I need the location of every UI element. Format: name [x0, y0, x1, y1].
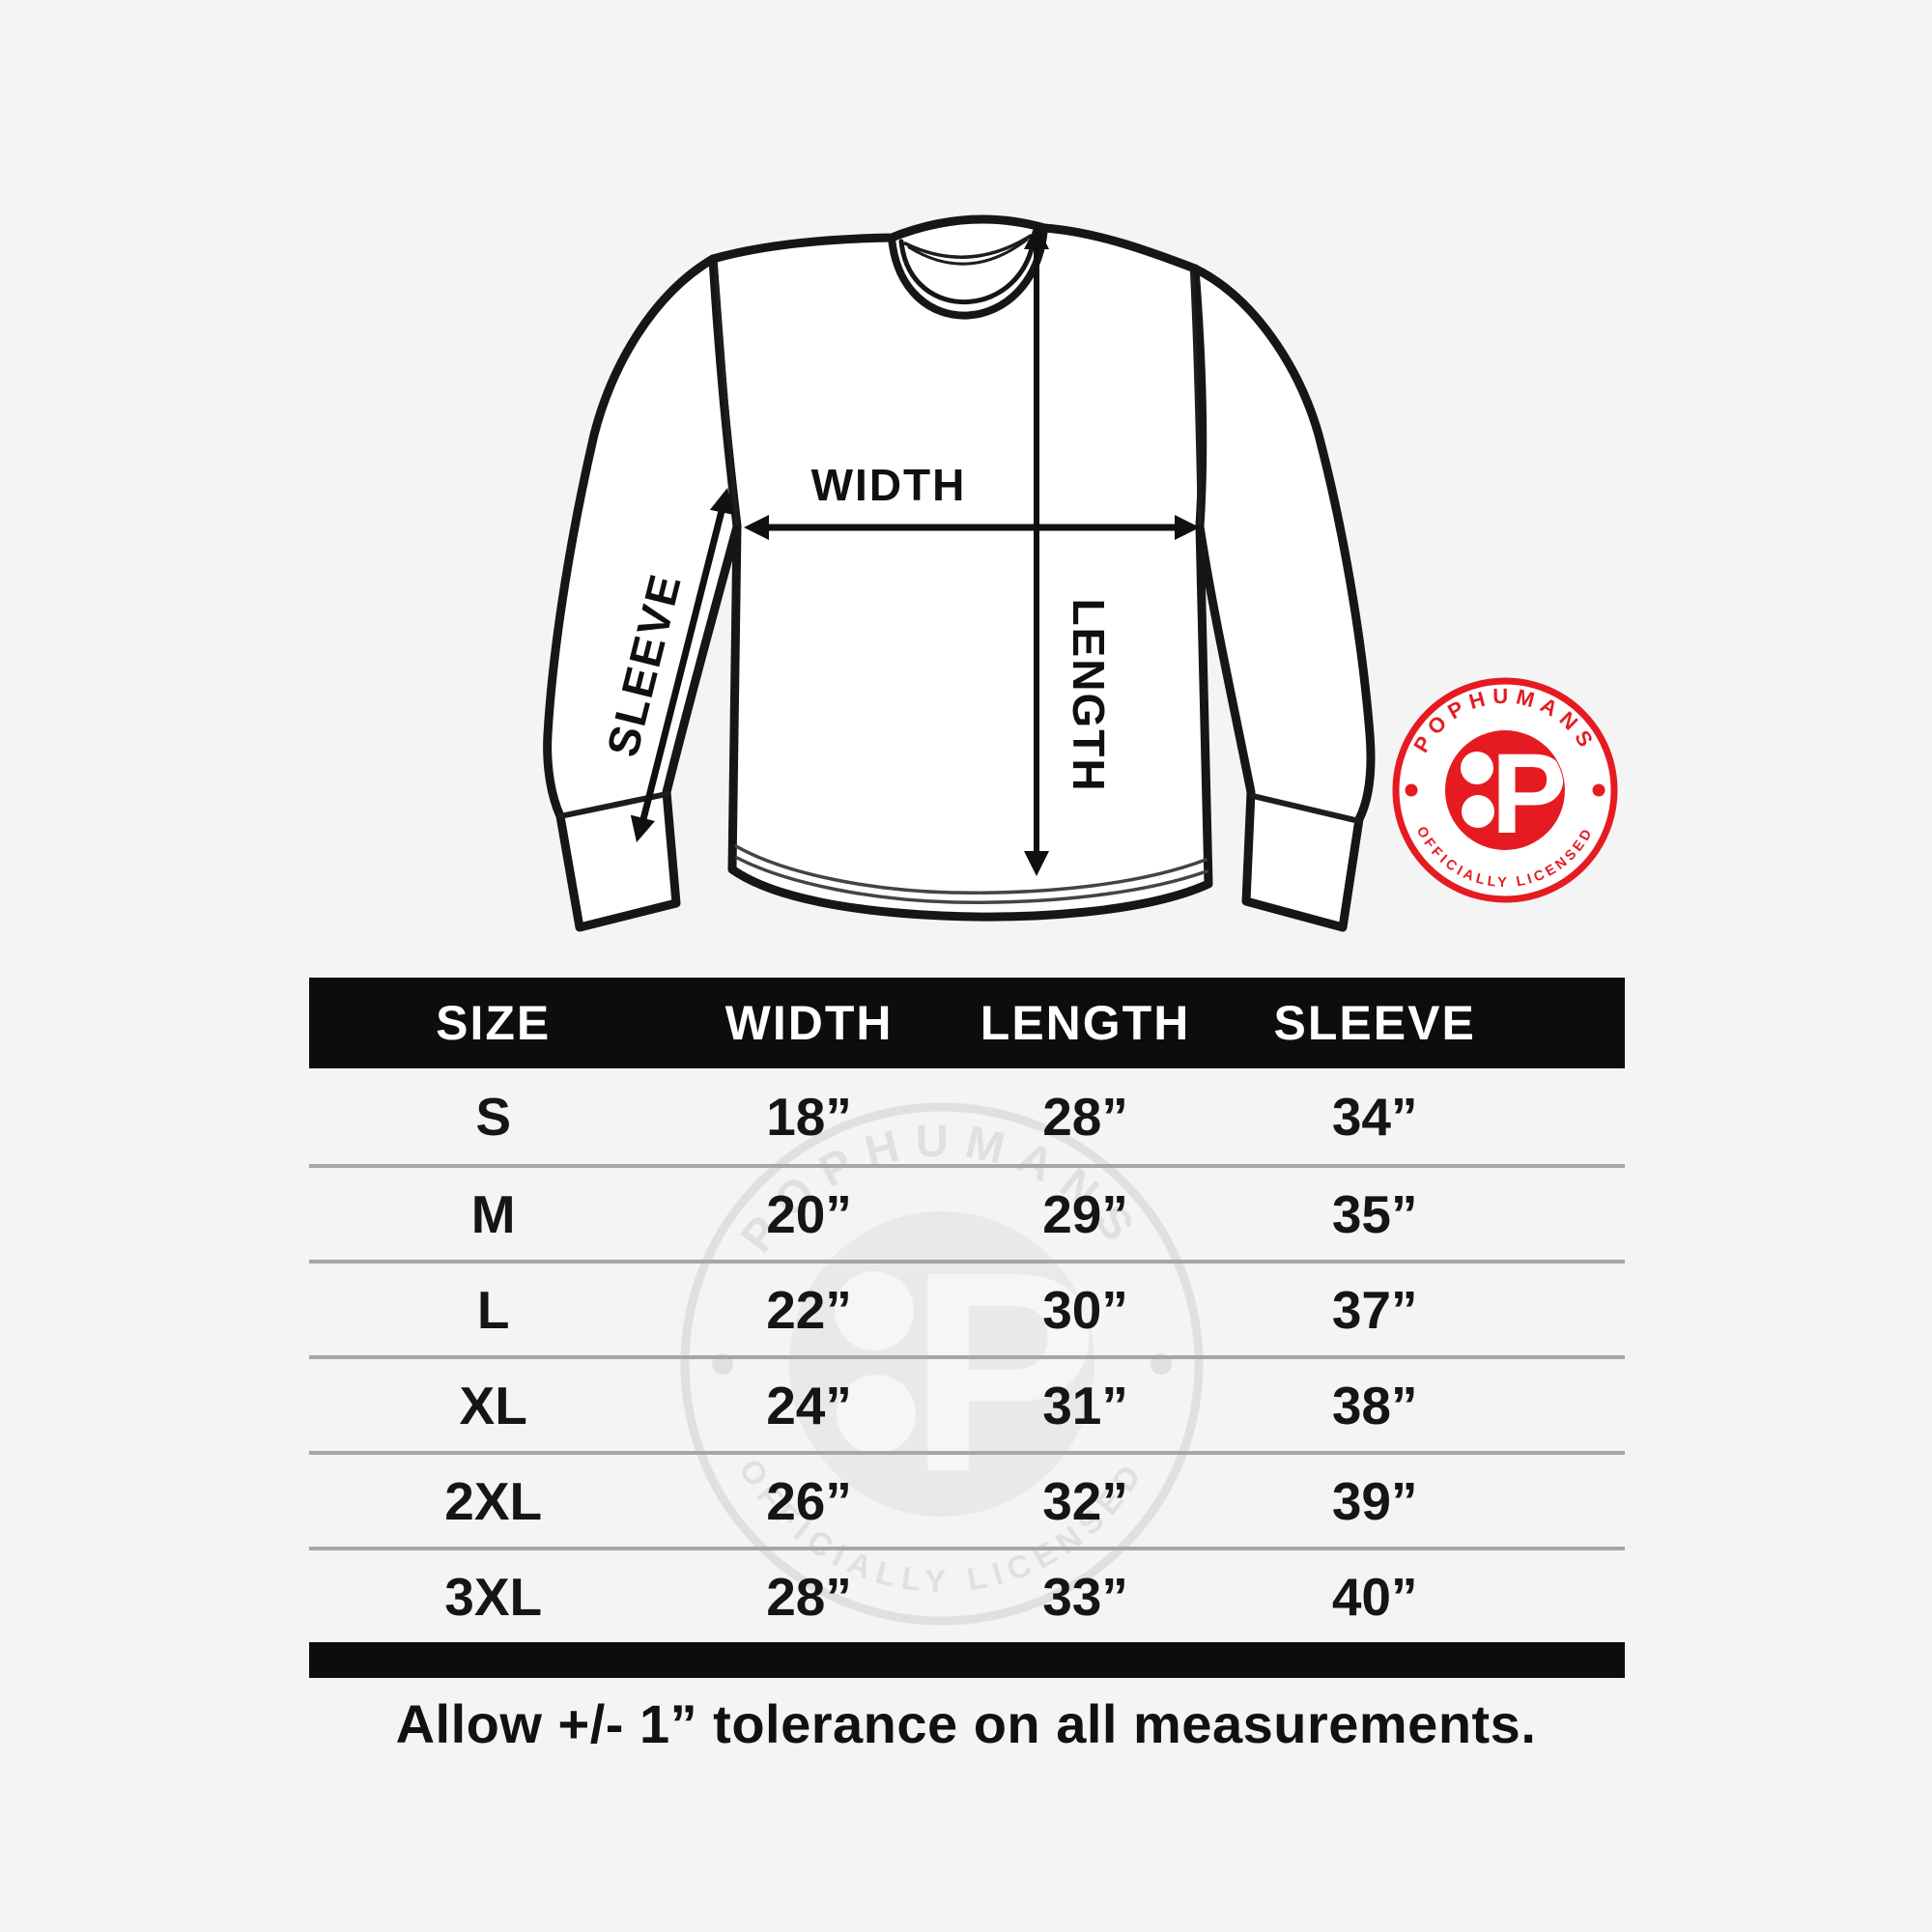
shirt-body — [708, 214, 1213, 922]
left-armhole-seam — [714, 263, 739, 526]
table-body: S 18” 28” 34” M 20” 29” 35” L 22” 30” 37… — [309, 1068, 1625, 1642]
table-row: L 22” 30” 37” — [309, 1260, 1625, 1355]
table-header: SIZE WIDTH LENGTH SLEEVE — [309, 978, 1625, 1068]
pophumans-watermark: POPHUMANS OFFICIALLY LICENSED P — [680, 1102, 1204, 1626]
cell-width: 26” — [766, 1470, 852, 1531]
collar-inner — [898, 229, 1037, 304]
badge-right-dot — [1592, 783, 1605, 797]
cell-width: 18” — [766, 1086, 852, 1147]
cell-width: 28” — [766, 1566, 852, 1627]
cell-size: S — [475, 1086, 512, 1147]
long-sleeve-shirt-diagram: WIDTH LENGTH SLEEVE — [543, 214, 1376, 932]
collar-back-seam — [903, 234, 1033, 259]
pophumans-official-badge: POPHUMANS OFFICIALLY LICENSED P — [1392, 677, 1618, 903]
cell-size: L — [476, 1279, 510, 1340]
cell-sleeve: 39” — [1331, 1470, 1418, 1531]
length-label: LENGTH — [1064, 598, 1114, 792]
width-measure: WIDTH — [744, 460, 1200, 540]
cell-length: 30” — [1042, 1279, 1128, 1340]
cell-length: 29” — [1042, 1183, 1128, 1244]
collar-back-seam-2 — [907, 238, 1029, 266]
cell-length: 33” — [1042, 1566, 1128, 1627]
hem-stitch-2 — [735, 856, 1208, 904]
badge-left-dot — [1405, 783, 1418, 797]
cell-sleeve: 38” — [1331, 1375, 1418, 1435]
hem-stitch-1 — [734, 844, 1208, 895]
right-cuff-line — [1250, 793, 1362, 824]
table-bottom-bar — [309, 1642, 1625, 1678]
table-row: XL 24” 31” 38” — [309, 1355, 1625, 1451]
cell-width: 22” — [766, 1279, 852, 1340]
header-sleeve: SLEEVE — [1273, 996, 1476, 1050]
watermark-outer-ring — [680, 1102, 1204, 1626]
table-row: M 20” 29” 35” — [309, 1164, 1625, 1260]
cell-sleeve: 35” — [1331, 1183, 1418, 1244]
shirt-right-sleeve — [1190, 264, 1376, 932]
tolerance-note: Allow +/- 1” tolerance on all measuremen… — [395, 1693, 1537, 1754]
header-width: WIDTH — [724, 996, 894, 1050]
cell-size: XL — [459, 1375, 527, 1435]
cell-width: 24” — [766, 1375, 852, 1435]
cell-size: 2XL — [444, 1470, 543, 1531]
header-length: LENGTH — [980, 996, 1191, 1050]
cell-size: M — [470, 1183, 516, 1244]
header-size: SIZE — [436, 996, 552, 1050]
table-row: S 18” 28” 34” — [309, 1068, 1625, 1164]
width-label: WIDTH — [811, 460, 967, 510]
right-armhole-seam — [1190, 270, 1202, 526]
table-row: 3XL 28” 33” 40” — [309, 1547, 1625, 1642]
cell-sleeve: 34” — [1331, 1086, 1418, 1147]
size-chart-table: SIZE WIDTH LENGTH SLEEVE S 18” 28” 34” M… — [309, 978, 1625, 1678]
cell-sleeve: 37” — [1331, 1279, 1418, 1340]
length-measure: LENGTH — [1024, 224, 1114, 876]
cell-length: 31” — [1042, 1375, 1128, 1435]
cell-length: 32” — [1042, 1470, 1128, 1531]
cell-sleeve: 40” — [1331, 1566, 1418, 1627]
table-row: 2XL 26” 32” 39” — [309, 1451, 1625, 1547]
cell-size: 3XL — [444, 1566, 543, 1627]
cell-length: 28” — [1042, 1086, 1128, 1147]
cell-width: 20” — [766, 1183, 852, 1244]
